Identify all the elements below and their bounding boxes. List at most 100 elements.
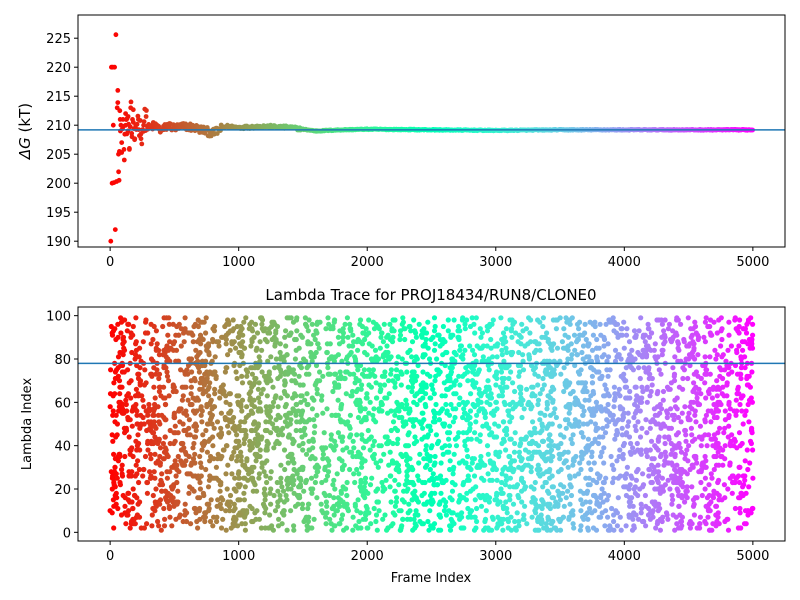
lambda-point [309, 321, 315, 327]
lambda-point [715, 479, 721, 486]
lambda-point [669, 412, 675, 418]
lambda-point [471, 473, 478, 479]
lambda-point [722, 495, 728, 501]
lambda-point [391, 328, 397, 334]
lambda-point [415, 362, 421, 369]
lambda-point [134, 495, 140, 501]
lambda-point [580, 434, 586, 440]
lambda-point [702, 453, 708, 460]
lambda-point [725, 434, 731, 440]
lambda-point [107, 404, 113, 410]
lambda-point [220, 382, 226, 388]
lambda-point [350, 514, 356, 520]
lambda-point [519, 475, 525, 481]
lambda-point [344, 315, 350, 321]
lambda-point [241, 508, 247, 514]
lambda-point [269, 404, 276, 410]
lambda-point [406, 430, 412, 436]
lambda-point [586, 460, 592, 466]
lambda-point [640, 388, 646, 395]
lambda-point [522, 503, 528, 509]
lambda-point [239, 373, 245, 379]
lambda-point [669, 336, 675, 343]
lambda-point [592, 319, 598, 325]
lambda-point [392, 488, 398, 494]
lambda-point [248, 427, 254, 434]
lambda-point [306, 501, 312, 507]
lambda-point [682, 451, 689, 457]
dg-point [143, 114, 149, 119]
lambda-point [347, 425, 353, 431]
lambda-point [156, 371, 163, 377]
lambda-point [208, 414, 214, 421]
lambda-point [578, 430, 585, 436]
lambda-point [572, 347, 578, 353]
lambda-point [371, 438, 377, 444]
lambda-point [137, 345, 143, 351]
lambda-point [140, 339, 146, 345]
lambda-point [499, 393, 505, 399]
lambda-point [257, 399, 263, 405]
lambda-point [655, 508, 661, 514]
lambda-point [478, 453, 484, 460]
lambda-point [395, 436, 401, 442]
lambda-point [639, 354, 646, 360]
lambda-point [633, 512, 639, 518]
lambda-point [424, 462, 430, 468]
lambda-point [255, 432, 261, 438]
lambda-point [528, 362, 535, 369]
lambda-point [146, 406, 152, 412]
lambda-point [390, 317, 396, 323]
lambda-point [285, 460, 291, 466]
lambda-point [394, 427, 401, 434]
lambda-point [452, 482, 458, 488]
lambda-point [210, 434, 216, 440]
lambda-point [675, 339, 681, 345]
lambda-point [722, 425, 728, 431]
lambda-point [673, 432, 680, 438]
lambda-point [303, 479, 309, 486]
lambda-point [646, 334, 653, 340]
lambda-point [510, 399, 516, 405]
lambda-point [652, 341, 658, 347]
lambda-point [246, 391, 252, 397]
lambda-point [378, 386, 384, 392]
lambda-point [715, 449, 721, 455]
lambda-point [543, 525, 550, 531]
lambda-point [643, 523, 649, 529]
lambda-point [449, 356, 455, 362]
lambda-point [136, 479, 142, 486]
lambda-point [243, 315, 249, 321]
lambda-point [505, 525, 511, 531]
lambda-point [190, 408, 197, 414]
lambda-point [655, 462, 661, 468]
lambda-point [732, 505, 739, 512]
lambda-point [557, 527, 564, 533]
dg-x-tick-label: 4000 [608, 255, 641, 270]
lambda-point [182, 315, 188, 321]
lambda-point [306, 317, 312, 323]
lambda-point [161, 395, 167, 401]
lambda-point [672, 354, 678, 360]
dg-x-tick-label: 5000 [736, 255, 769, 270]
lambda-point [221, 447, 227, 453]
lambda-point [620, 406, 626, 412]
lambda-point [252, 380, 258, 386]
lambda-point [624, 484, 630, 490]
lambda-point [605, 354, 612, 360]
lambda-point [742, 365, 748, 371]
lambda-point [271, 492, 277, 499]
lambda-point [339, 458, 345, 464]
lambda-point [737, 510, 743, 516]
lambda-point [286, 365, 292, 371]
lambda-point [500, 527, 506, 533]
lambda-point [351, 339, 357, 345]
lambda-point [116, 404, 122, 410]
lambda-point [565, 464, 571, 470]
lambda-point [404, 369, 410, 375]
lambda-point [355, 449, 361, 455]
lambda-point [726, 319, 732, 325]
lambda-point [510, 406, 516, 412]
lambda-point [702, 339, 709, 345]
lambda-point [185, 362, 192, 369]
